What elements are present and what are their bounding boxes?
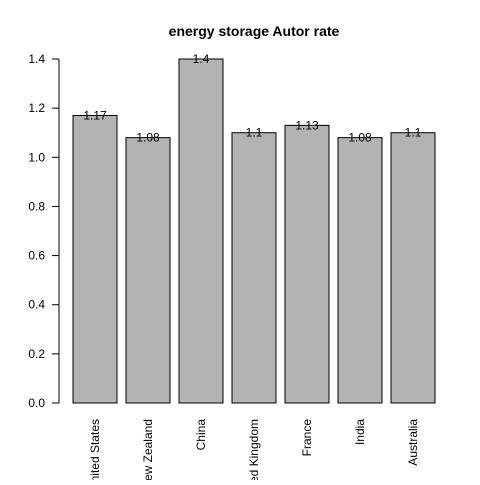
bar-value-label: 1.4 bbox=[193, 52, 210, 66]
category-label: New Zealand bbox=[141, 419, 155, 480]
y-tick-label: 1.4 bbox=[28, 52, 45, 66]
category-labels-group: United States New Zealand China United King… bbox=[88, 419, 420, 480]
y-tick-label: 0.0 bbox=[28, 396, 45, 410]
bar bbox=[72, 115, 118, 404]
y-tick-label: 0.2 bbox=[28, 347, 45, 361]
category-label: Australia bbox=[406, 419, 420, 466]
bar-value-label: 1.1 bbox=[246, 126, 263, 140]
y-tick-label: 1.2 bbox=[28, 101, 45, 115]
bar-value-label: 1.08 bbox=[348, 131, 372, 145]
bar-value-label: 1.08 bbox=[136, 131, 160, 145]
category-label: United States bbox=[88, 419, 102, 480]
category-label: China bbox=[194, 419, 208, 451]
y-tick-label: 0.4 bbox=[28, 298, 45, 312]
category-label: United Kingdom bbox=[247, 419, 261, 480]
category-label: France bbox=[300, 419, 314, 457]
bars-group bbox=[72, 58, 436, 404]
bar bbox=[125, 137, 171, 404]
y-axis: 0.0 0.2 0.4 0.6 0.8 1.0 1.2 1.4 bbox=[28, 52, 60, 410]
bar bbox=[284, 124, 330, 404]
bar-value-label: 1.13 bbox=[295, 118, 319, 132]
bar bbox=[390, 132, 436, 404]
y-tick-label: 1.0 bbox=[28, 150, 45, 164]
bar bbox=[178, 58, 224, 404]
category-label: India bbox=[353, 419, 367, 445]
bar-value-label: 1.17 bbox=[83, 109, 107, 123]
bar bbox=[231, 132, 277, 404]
bar bbox=[337, 137, 383, 404]
y-tick-label: 0.8 bbox=[28, 199, 45, 213]
bar-value-label: 1.1 bbox=[405, 126, 422, 140]
y-tick-label: 0.6 bbox=[28, 249, 45, 263]
data-labels-group: 1.17 1.08 1.4 1.1 1.13 1.08 1.1 bbox=[83, 52, 421, 145]
chart-title: energy storage Autor rate bbox=[169, 23, 340, 39]
